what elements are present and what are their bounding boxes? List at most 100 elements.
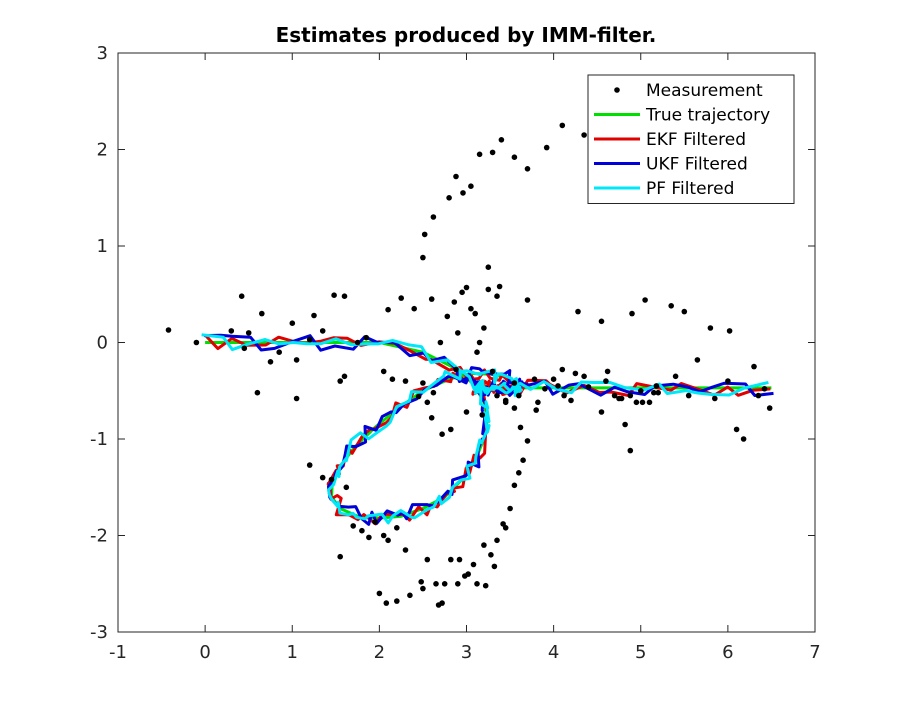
measurement-point (668, 303, 674, 309)
measurement-point (380, 368, 387, 375)
measurement-point (472, 310, 479, 317)
x-tick-label: -1 (109, 642, 127, 663)
measurement-point (726, 328, 733, 334)
series-line-pf-filtered (201, 333, 769, 525)
measurement-point (451, 299, 458, 305)
measurement-point (740, 436, 747, 442)
legend-box (587, 74, 795, 204)
measurement-point (337, 378, 344, 384)
measurement-point (398, 295, 405, 301)
x-tick-label: 2 (374, 642, 385, 663)
measurement-point (494, 537, 500, 544)
measurement-point (751, 363, 757, 370)
measurement-point (559, 366, 566, 373)
measurement-point (293, 357, 300, 363)
measurement-point (354, 339, 361, 346)
measurement-point (441, 581, 448, 587)
measurement-point (646, 399, 653, 406)
measurement-point (655, 389, 661, 396)
y-tick-label: 1 (97, 236, 108, 257)
measurement-point (516, 470, 522, 476)
measurement-point (319, 474, 326, 481)
measurement-point (359, 527, 365, 534)
series-layer (165, 122, 774, 608)
measurement-point (485, 286, 492, 293)
measurement-point (575, 308, 581, 315)
measurement-point (761, 386, 768, 392)
measurement-point (488, 552, 494, 558)
measurement-point (193, 339, 200, 346)
x-tick-label: 7 (809, 642, 820, 663)
measurement-point (424, 556, 431, 563)
chart-title: Estimates produced by IMM-filter. (276, 23, 657, 47)
measurement-point (463, 284, 470, 291)
y-tick-label: 0 (97, 333, 108, 354)
measurement-point (366, 534, 372, 541)
measurement-point (468, 305, 474, 312)
x-tick-label: 0 (199, 642, 210, 663)
ticks-layer: -1 0 1 2 3 4 5 6 7 -3 -2 -1 0 1 2 3 (90, 43, 821, 663)
measurement-point (653, 383, 660, 389)
measurement-point (581, 132, 587, 138)
measurement-point (543, 144, 550, 151)
measurement-point (418, 579, 425, 585)
measurement-point (502, 399, 509, 406)
measurement-point (459, 289, 465, 296)
measurement-point (507, 505, 513, 512)
measurement-point (474, 349, 480, 356)
measurement-point (430, 389, 437, 396)
measurement-point (694, 357, 701, 363)
measurement-point (598, 409, 605, 415)
measurement-point (394, 598, 400, 604)
measurement-point (533, 407, 539, 413)
measurement-point (733, 426, 740, 433)
measurement-point (531, 376, 538, 383)
measurement-point (585, 384, 592, 390)
measurement-point (446, 195, 452, 201)
legend-label: Measurement (646, 81, 763, 101)
y-tick-label: -1 (90, 429, 108, 450)
measurement-point (725, 378, 731, 384)
y-tick-label: 3 (97, 43, 108, 64)
measurement-point (455, 581, 461, 587)
measurement-point (435, 602, 442, 608)
measurement-point (428, 415, 435, 421)
legend-label: PF Filtered (646, 179, 734, 199)
measurement-point (685, 392, 692, 399)
measurement-point (363, 334, 370, 341)
measurement-point (402, 378, 409, 384)
measurement-point (491, 563, 498, 570)
measurement-point (448, 556, 454, 563)
measurement-point (496, 283, 503, 290)
measurement-point (453, 366, 459, 373)
x-tick-label: 1 (287, 642, 298, 663)
legend-label: UKF Filtered (646, 155, 748, 175)
measurement-point (707, 325, 714, 331)
measurement-point (385, 306, 391, 313)
measurement-point (228, 328, 235, 334)
measurement-point (481, 542, 487, 548)
measurement-point (524, 166, 531, 172)
measurement-point (383, 600, 390, 606)
y-tick-label: 2 (97, 140, 108, 161)
measurement-point (517, 424, 524, 431)
measurement-point (494, 293, 500, 300)
measurement-point (453, 173, 459, 180)
measurement-point (542, 386, 548, 392)
measurement-point (502, 525, 509, 531)
measurement-point (672, 373, 679, 380)
measurement-point (407, 592, 413, 599)
measurement-point (402, 547, 409, 553)
measurement-point (319, 328, 326, 334)
measurement-point (259, 310, 265, 317)
measurement-point (561, 392, 567, 399)
measurement-point (712, 395, 718, 402)
measurement-point (489, 368, 496, 375)
measurement-point (524, 297, 531, 303)
measurement-point (350, 523, 357, 529)
measurement-point (428, 296, 435, 302)
measurement-point (293, 395, 300, 402)
measurement-point (254, 389, 261, 396)
measurement-point (420, 585, 426, 592)
measurement-point (424, 399, 431, 406)
